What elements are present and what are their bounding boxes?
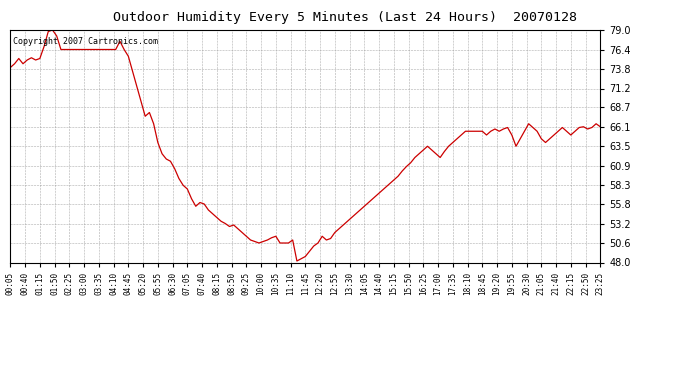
Text: Outdoor Humidity Every 5 Minutes (Last 24 Hours)  20070128: Outdoor Humidity Every 5 Minutes (Last 2… [113,11,577,24]
Text: Copyright 2007 Cartronics.com: Copyright 2007 Cartronics.com [13,37,158,46]
